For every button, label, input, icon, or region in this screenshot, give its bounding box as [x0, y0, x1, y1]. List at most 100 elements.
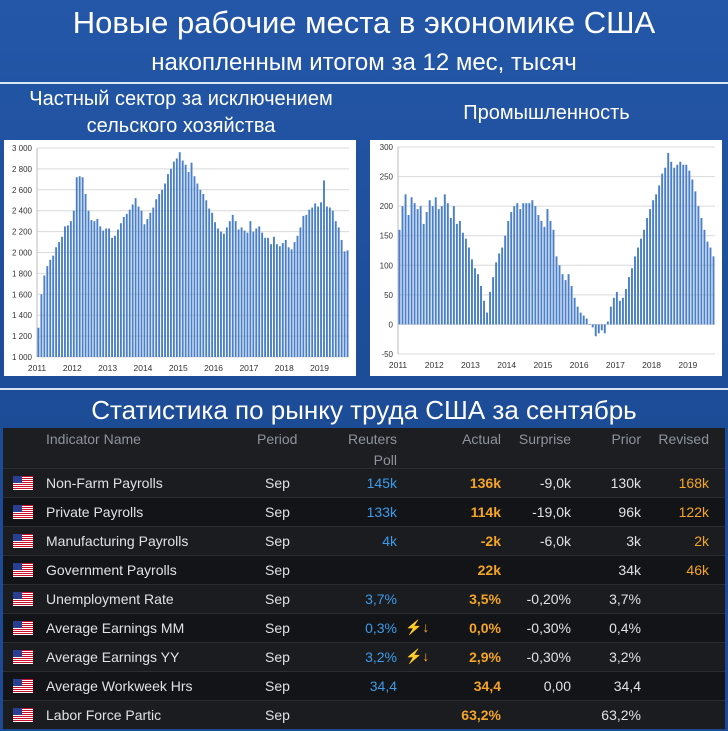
x-tick-label: 2011 — [28, 363, 47, 373]
bar — [314, 203, 317, 357]
us-flag-icon — [13, 621, 33, 635]
bar — [573, 297, 576, 325]
bar — [691, 179, 694, 325]
header-surprise[interactable]: Surprise — [518, 431, 571, 447]
bar — [199, 189, 202, 357]
bar — [208, 208, 211, 357]
us-flag-icon — [13, 708, 33, 722]
indicator-name: Unemployment Rate — [46, 591, 174, 607]
bar — [401, 206, 404, 325]
bar — [122, 216, 125, 357]
bar — [431, 206, 434, 325]
bar — [72, 210, 75, 357]
x-tick-label: 2011 — [389, 360, 408, 370]
x-tick-label: 2019 — [678, 360, 697, 370]
y-tick-label: 1 800 — [12, 269, 33, 278]
right-chart: -50 0 50 100 150 200 250 300 2011 2012 2013 2014 201… — [370, 140, 722, 376]
table-row[interactable]: Government Payrolls Sep 22k 34k 46k — [3, 555, 725, 584]
bar — [317, 206, 320, 357]
bar — [504, 235, 507, 325]
prior-cell: 3k — [626, 533, 641, 549]
bar — [305, 214, 308, 357]
table-row[interactable]: Manufacturing Payrolls Sep 4k -2k -6,0k 3k 2k — [3, 526, 725, 555]
bar — [87, 210, 90, 357]
header-revised[interactable]: Revised — [658, 431, 709, 447]
x-tick-label: 2013 — [461, 360, 480, 370]
labor-stats-table: Indicator Name Period Reuters Poll Actua… — [3, 428, 725, 729]
table-row[interactable]: Private Payrolls Sep 133k 114k -19,0k 96k 122k — [3, 497, 725, 526]
bar — [474, 268, 476, 325]
bar — [323, 180, 325, 357]
bar — [161, 189, 164, 357]
bar — [214, 222, 217, 357]
bar — [275, 244, 278, 357]
y-tick-label: 2 800 — [12, 165, 33, 174]
header-actual[interactable]: Actual — [462, 431, 501, 447]
bar — [398, 229, 401, 325]
prior-cell: 63,2% — [601, 707, 641, 723]
bar — [697, 206, 700, 325]
table-row[interactable]: Average Workweek Hrs Sep 34,4 34,4 0,00 34,4 — [3, 671, 725, 700]
revised-cell: 122k — [678, 504, 709, 520]
bar — [546, 209, 549, 325]
header-indicator[interactable]: Indicator Name — [46, 431, 141, 447]
bar — [75, 177, 78, 357]
bar — [58, 242, 61, 357]
alert-down-icon: ⚡↓ — [405, 648, 430, 664]
bar — [40, 294, 43, 357]
bar — [293, 242, 296, 357]
bar — [703, 229, 706, 325]
table-row[interactable]: Unemployment Rate Sep 3,7% 3,5% -0,20% 3,7% — [3, 584, 725, 613]
bar — [585, 318, 588, 325]
x-tick-label: 2018 — [642, 360, 661, 370]
y-tick-label: 2 600 — [12, 186, 33, 195]
x-tick-label: 2017 — [606, 360, 625, 370]
bar — [102, 230, 105, 357]
y-tick-label: 50 — [384, 291, 393, 300]
prior-cell: 3,7% — [609, 591, 641, 607]
bar — [234, 221, 237, 357]
bar — [591, 324, 594, 328]
y-tick-label: 150 — [380, 232, 394, 241]
bar — [443, 194, 446, 325]
table-row[interactable]: Non-Farm Payrolls Sep 145k 136k -9,0k 130k 168… — [3, 468, 725, 497]
bar — [440, 206, 443, 325]
revised-cell: 168k — [678, 475, 709, 491]
bar — [184, 164, 187, 357]
bar — [519, 209, 522, 325]
revised-cell: 46k — [686, 562, 709, 578]
bar — [621, 297, 624, 325]
bar — [561, 274, 564, 325]
bar — [419, 206, 422, 325]
header-period[interactable]: Period — [257, 431, 298, 447]
table-row[interactable]: Average Earnings MM Sep 0,3% 0,0% -0,30% 0,4%… — [3, 613, 725, 642]
x-tick-label: 2013 — [98, 363, 117, 373]
bar — [706, 241, 709, 325]
bar — [682, 164, 685, 325]
poll-cell: 133k — [366, 504, 397, 520]
prior-cell: 34k — [618, 562, 641, 578]
surprise-cell: -6,0k — [539, 533, 571, 549]
bar — [340, 239, 343, 357]
us-flag-icon — [13, 650, 33, 664]
header-reuters-poll[interactable]: Reuters Poll — [333, 431, 397, 469]
bar — [477, 274, 479, 325]
y-tick-label: 2 200 — [12, 228, 33, 237]
table-row[interactable]: Average Earnings YY Sep 3,2% 2,9% -0,30% 3,2%… — [3, 642, 725, 671]
bar — [640, 238, 642, 325]
bar — [93, 221, 96, 357]
bar — [582, 315, 585, 325]
bar — [579, 312, 582, 325]
period-cell: Sep — [265, 620, 290, 636]
header-poll-line2: Poll — [373, 452, 397, 468]
bar — [140, 210, 143, 357]
indicator-name: Labor Force Partic — [46, 707, 162, 723]
bar — [243, 230, 246, 357]
table-row[interactable]: Labor Force Partic Sep 63,2% 63,2% — [3, 700, 725, 729]
bar — [522, 203, 525, 325]
bar — [688, 170, 691, 325]
actual-cell: 0,0% — [469, 620, 501, 636]
header-prior[interactable]: Prior — [611, 431, 641, 447]
bar — [211, 212, 214, 357]
header-poll-line1: Reuters — [347, 431, 397, 447]
